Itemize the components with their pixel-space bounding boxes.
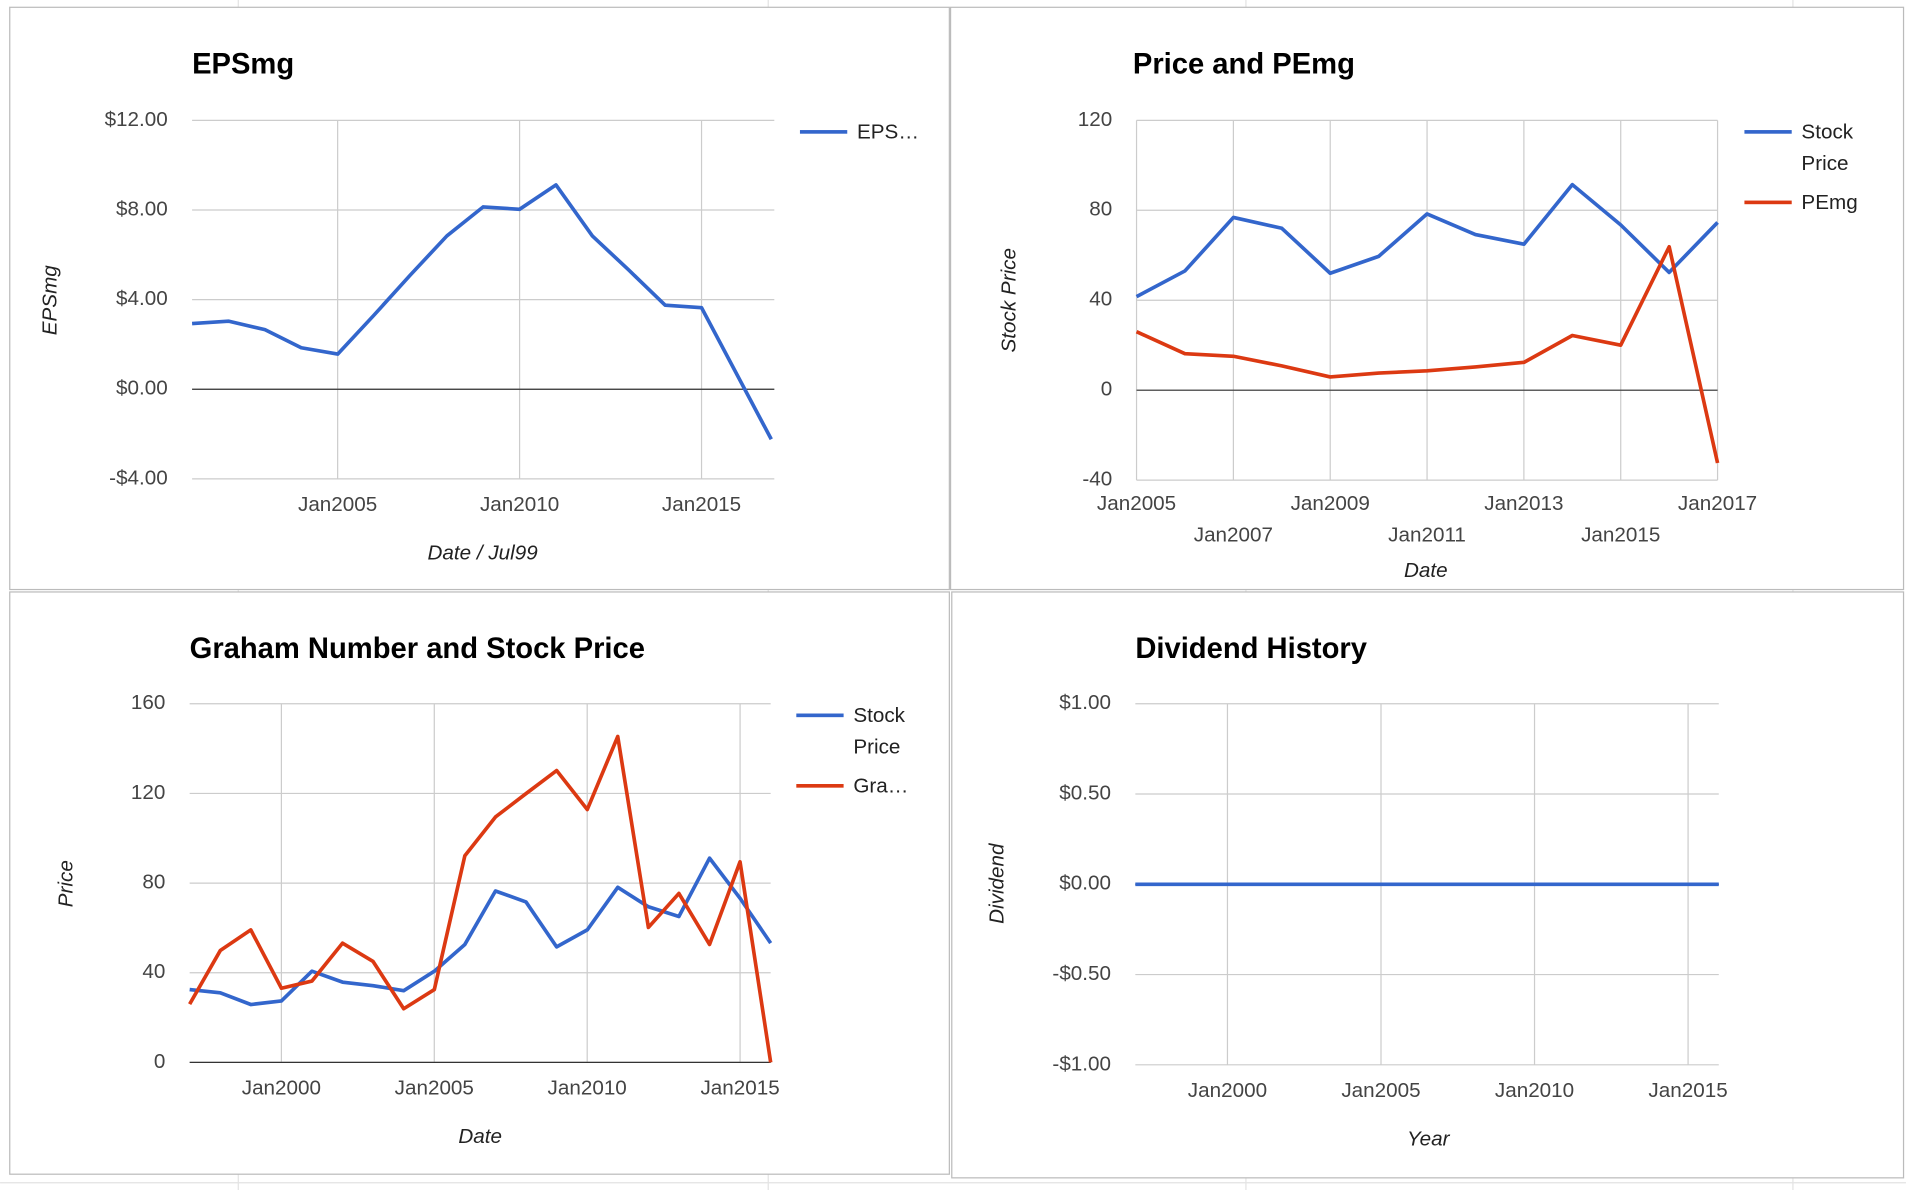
x-tick-label: Jan2015 [1581,524,1660,547]
x-tick-label: Jan2015 [1648,1079,1727,1102]
legend-swatch [1744,200,1792,205]
x-tick-label: Jan2005 [395,1077,474,1100]
legend-label: Stock Price [853,703,906,759]
series-line [189,856,773,1007]
x-tick-label: Jan2000 [242,1077,321,1100]
x-tick-label: Jan2007 [1194,524,1273,547]
x-tick-label: Jan2010 [1495,1079,1574,1102]
y-tick-label: -$0.50 [1052,962,1111,985]
x-tick-label: Jan2017 [1678,492,1757,515]
y-tick-label: -$4.00 [109,466,168,489]
legend-label: PEmg [1801,190,1858,214]
y-tick-label: $12.00 [105,108,168,131]
y-tick-label: $1.00 [1059,691,1111,714]
x-axis-title: Date [1404,559,1448,582]
chart-title: EPSmg [192,48,294,80]
x-axis-title: Year [1407,1128,1451,1151]
y-tick-label: $0.50 [1059,781,1111,804]
x-tick-label: Jan2011 [1388,524,1466,547]
chart-title: Price and PEmg [1133,48,1355,80]
x-tick-label: Jan2013 [1484,492,1563,515]
y-tick-label: $8.00 [116,197,168,220]
legend-label: EPS… [856,120,920,144]
legend-swatch [796,784,844,788]
y-tick-label: 0 [1101,378,1113,401]
series-line [191,183,773,441]
legend-swatch [1744,130,1792,134]
y-tick-label: 80 [1089,198,1112,221]
series-line [1135,182,1719,299]
y-tick-label: 0 [154,1050,166,1073]
legend-item: Stock Price [1744,117,1896,180]
chart: Graham Number and Stock Price 160 120 80 40 0… [54,633,948,1148]
legend: EPS… [799,117,952,149]
y-axis-title: Price [54,860,77,907]
y-axis-title: Stock Price [998,248,1021,352]
legend-swatch [799,130,848,134]
chart-title: Graham Number and Stock Price [190,633,645,665]
x-tick-label: Jan2015 [700,1077,779,1100]
x-tick-label: Jan2009 [1291,492,1370,515]
legend-item: PEmg [1744,187,1896,219]
legend-swatch [796,713,844,718]
y-tick-label: 80 [142,871,165,894]
y-tick-label: -$1.00 [1052,1052,1111,1075]
y-axis-title: Dividend [985,842,1008,924]
legend-box: EPS… [799,117,952,149]
series-line [188,734,773,1063]
x-tick-label: Jan2010 [480,493,559,516]
x-tick-label: Jan2010 [548,1077,627,1100]
y-tick-label: 160 [131,691,165,714]
x-axis-title: Date / Jul99 [427,542,538,565]
chart: EPSmg $12.00 $8.00 $4.00 $0.00 -$4.00 Jan2005 J… [39,48,952,565]
legend-box: Stock Price Gra… [796,700,948,802]
legend: Stock Price PEmg [1744,117,1896,219]
y-tick-label: 120 [1078,108,1112,131]
legend-label: Stock Price [1801,120,1854,176]
y-tick-label: $4.00 [116,287,168,310]
x-tick-label: Jan2005 [1341,1079,1420,1102]
legend-item: Gra… [796,771,948,803]
y-tick-label: $0.00 [1059,872,1111,895]
y-tick-label: 120 [131,781,165,804]
panels [9,6,1905,1179]
x-tick-label: Jan2005 [298,493,377,516]
y-tick-label: $0.00 [116,377,168,400]
y-tick-label: -40 [1082,468,1112,491]
legend-item: Stock Price [796,700,948,763]
x-tick-label: Jan2015 [662,493,741,516]
chart-title: Dividend History [1135,633,1367,665]
legend-box: Stock Price PEmg [1744,117,1896,219]
legend-label: Gra… [853,774,909,798]
y-tick-label: 40 [142,960,165,983]
x-tick-label: Jan2005 [1097,492,1176,515]
x-tick-label: Jan2000 [1188,1079,1267,1102]
y-axis-title: EPSmg [39,265,62,336]
y-tick-label: 40 [1089,288,1112,311]
legend: Stock Price Gra… [796,700,948,802]
x-axis-title: Date [458,1125,502,1148]
legend-item: EPS… [799,117,952,149]
series-line [1135,244,1720,464]
chart: Dividend History $1.00 $0.50 $0.00 -$0.50 -$1… [985,633,1727,1151]
